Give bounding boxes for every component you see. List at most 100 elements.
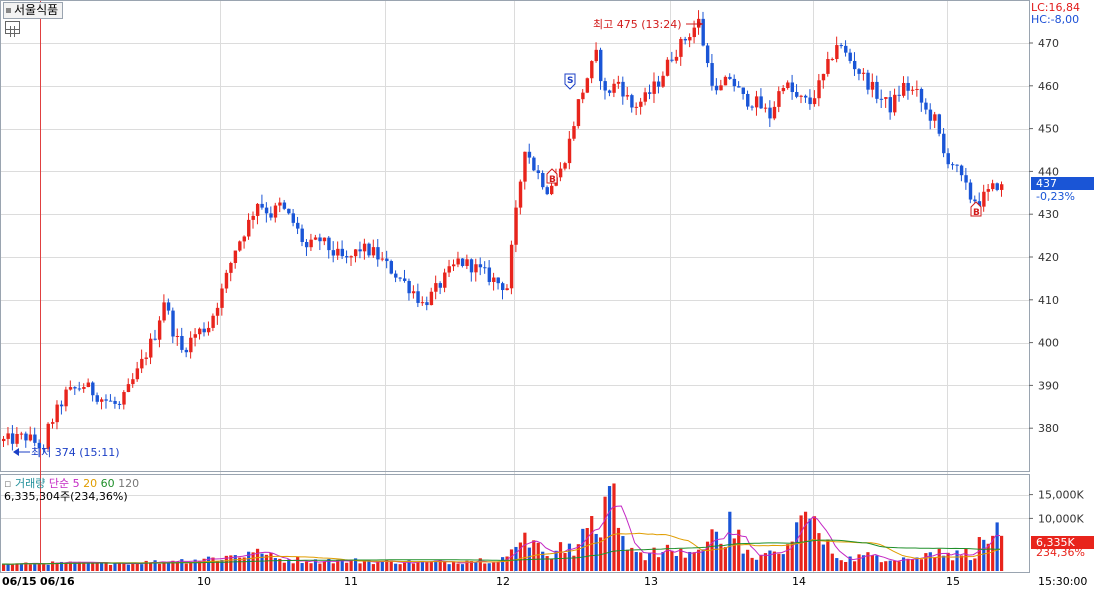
volume-bar <box>910 559 915 571</box>
candle-body <box>746 93 750 107</box>
candle-body <box>42 448 46 450</box>
volume-bar <box>812 516 817 571</box>
volume-bar <box>24 562 28 571</box>
candle-body <box>656 81 661 87</box>
volume-axis: 15,000K 10,000K <box>1029 489 1084 525</box>
volume-bar <box>122 563 126 571</box>
candle-body <box>759 96 763 109</box>
volume-bar <box>349 559 353 571</box>
candle-body <box>968 182 973 200</box>
candle-body <box>376 247 380 260</box>
volume-bar <box>991 535 995 571</box>
volume-bar <box>402 562 407 571</box>
volume-bar <box>795 522 799 571</box>
price-tick-label: 410 <box>1038 294 1059 307</box>
volume-bar <box>269 552 273 571</box>
volume-total: 6,335,304주(234,36%) <box>4 490 128 503</box>
volume-bar <box>982 539 986 571</box>
candle-body <box>117 403 122 405</box>
volume-bar <box>108 564 113 571</box>
volume-ma-line <box>1 505 1001 565</box>
stock-name-box[interactable]: 서울식품 <box>3 2 64 19</box>
low-label: 최저 374 (15:11) <box>31 446 120 459</box>
volume-bar <box>893 560 897 571</box>
candle-body <box>233 250 238 263</box>
volume-bar <box>968 560 973 571</box>
volume-bar <box>291 563 295 571</box>
time-axis: 06/15 06/16 10 11 12 13 14 15 <box>2 575 960 588</box>
volume-bar <box>937 548 941 571</box>
candle-body <box>251 215 255 220</box>
volume-bar <box>394 563 398 571</box>
table-icon[interactable] <box>5 21 20 37</box>
volume-bar <box>19 563 24 571</box>
volume-bar <box>162 561 166 571</box>
volume-bar <box>612 483 616 571</box>
candle-body <box>670 59 674 61</box>
price-tick-label: 420 <box>1038 251 1059 264</box>
candle-body <box>674 56 679 61</box>
volume-tick-label: 15,000K <box>1038 489 1084 502</box>
volume-tick-label: 10,000K <box>1038 512 1084 525</box>
candle-body <box>541 173 545 188</box>
volume-bar <box>465 560 469 571</box>
legend-ma60: 60 <box>100 477 115 490</box>
candle-body <box>901 82 906 96</box>
candle-body <box>273 205 278 218</box>
candle-body <box>821 73 826 81</box>
candle-body <box>532 157 536 171</box>
volume-bar <box>879 562 883 571</box>
volume-bar <box>665 544 670 571</box>
candle-body <box>852 60 857 70</box>
candle-body <box>692 27 696 38</box>
candle-body <box>6 433 10 439</box>
volume-bar <box>407 560 411 571</box>
volume-bar <box>77 561 81 571</box>
candle-body <box>122 392 126 405</box>
volume-bar <box>211 557 215 571</box>
svg-text:B: B <box>973 208 980 218</box>
candle-body <box>870 81 875 90</box>
volume-bar <box>616 527 621 571</box>
candle-body <box>483 267 487 269</box>
volume-bar <box>964 548 968 571</box>
candle-body <box>443 272 447 288</box>
candle-body <box>153 338 157 340</box>
current-change: -0,23% <box>1036 190 1075 203</box>
candle-body <box>607 90 612 93</box>
candle-body <box>893 94 897 113</box>
price-tick-label: 390 <box>1038 379 1059 392</box>
candle-body <box>113 400 117 404</box>
volume-bar <box>639 552 643 571</box>
volume-bar <box>621 536 625 571</box>
volume-bar <box>746 549 750 571</box>
candle-body <box>215 307 220 316</box>
volume-bar <box>942 555 946 571</box>
volume-bar <box>429 561 433 571</box>
volume-bar <box>607 486 612 571</box>
volume-bar <box>777 553 781 571</box>
candle-body <box>835 45 839 59</box>
volume-bar <box>928 552 932 571</box>
legend-volume: 거래량 <box>14 477 46 490</box>
volume-bar <box>353 558 358 571</box>
volume-bar <box>86 563 90 571</box>
volume-bar <box>661 552 665 571</box>
candle-body <box>545 187 549 195</box>
volume-bar <box>371 564 375 571</box>
signal-b-marker-2: B <box>970 201 982 218</box>
candle-body <box>345 256 349 258</box>
volume-bar <box>536 542 540 571</box>
candle-body <box>933 114 937 121</box>
volume-bar <box>451 561 456 571</box>
candle-body <box>224 272 229 289</box>
volume-bar <box>901 557 906 571</box>
candle-body <box>51 422 55 424</box>
candle-body <box>202 328 206 333</box>
candle-body <box>157 320 162 340</box>
volume-bar <box>193 559 197 571</box>
volume-bar <box>100 562 104 571</box>
volume-bar <box>37 563 41 571</box>
candle-body <box>527 151 532 158</box>
